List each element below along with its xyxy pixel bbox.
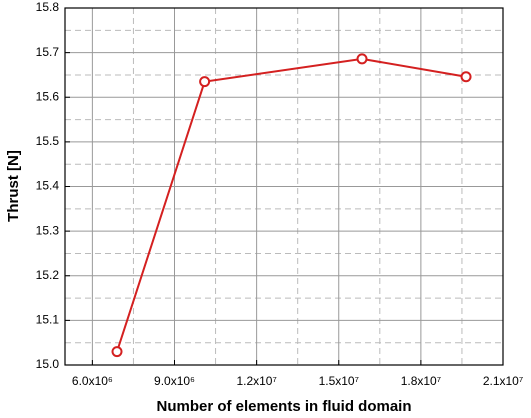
y-tick-label: 15.5	[36, 134, 60, 148]
y-tick-label: 15.7	[36, 45, 60, 59]
marker	[460, 71, 472, 83]
marker	[111, 346, 123, 358]
y-axis-label: Thrust [N]	[5, 150, 22, 222]
y-tick-label: 15.2	[36, 268, 60, 282]
x-tick-label: 2.1x10⁷	[483, 374, 523, 388]
line	[116, 57, 467, 352]
y-tick-label: 15.8	[36, 0, 60, 14]
plot-frame	[64, 7, 504, 366]
x-tick-label: 6.0x10⁶	[72, 374, 113, 388]
x-tick-label: 1.2x10⁷	[236, 374, 276, 388]
y-tick-label: 15.4	[36, 179, 60, 193]
x-tick-label: 1.5x10⁷	[319, 374, 359, 388]
x-axis-label: Number of elements in fluid domain	[156, 398, 411, 415]
x-tick-label: 9.0x10⁶	[154, 374, 195, 388]
marker	[199, 76, 211, 88]
marker	[356, 53, 368, 65]
y-tick-label: 15.0	[36, 357, 60, 371]
y-tick-label: 15.3	[36, 223, 60, 237]
y-tick-label: 15.6	[36, 89, 60, 103]
y-tick-label: 15.1	[36, 313, 60, 327]
x-tick-label: 1.8x10⁷	[401, 374, 441, 388]
